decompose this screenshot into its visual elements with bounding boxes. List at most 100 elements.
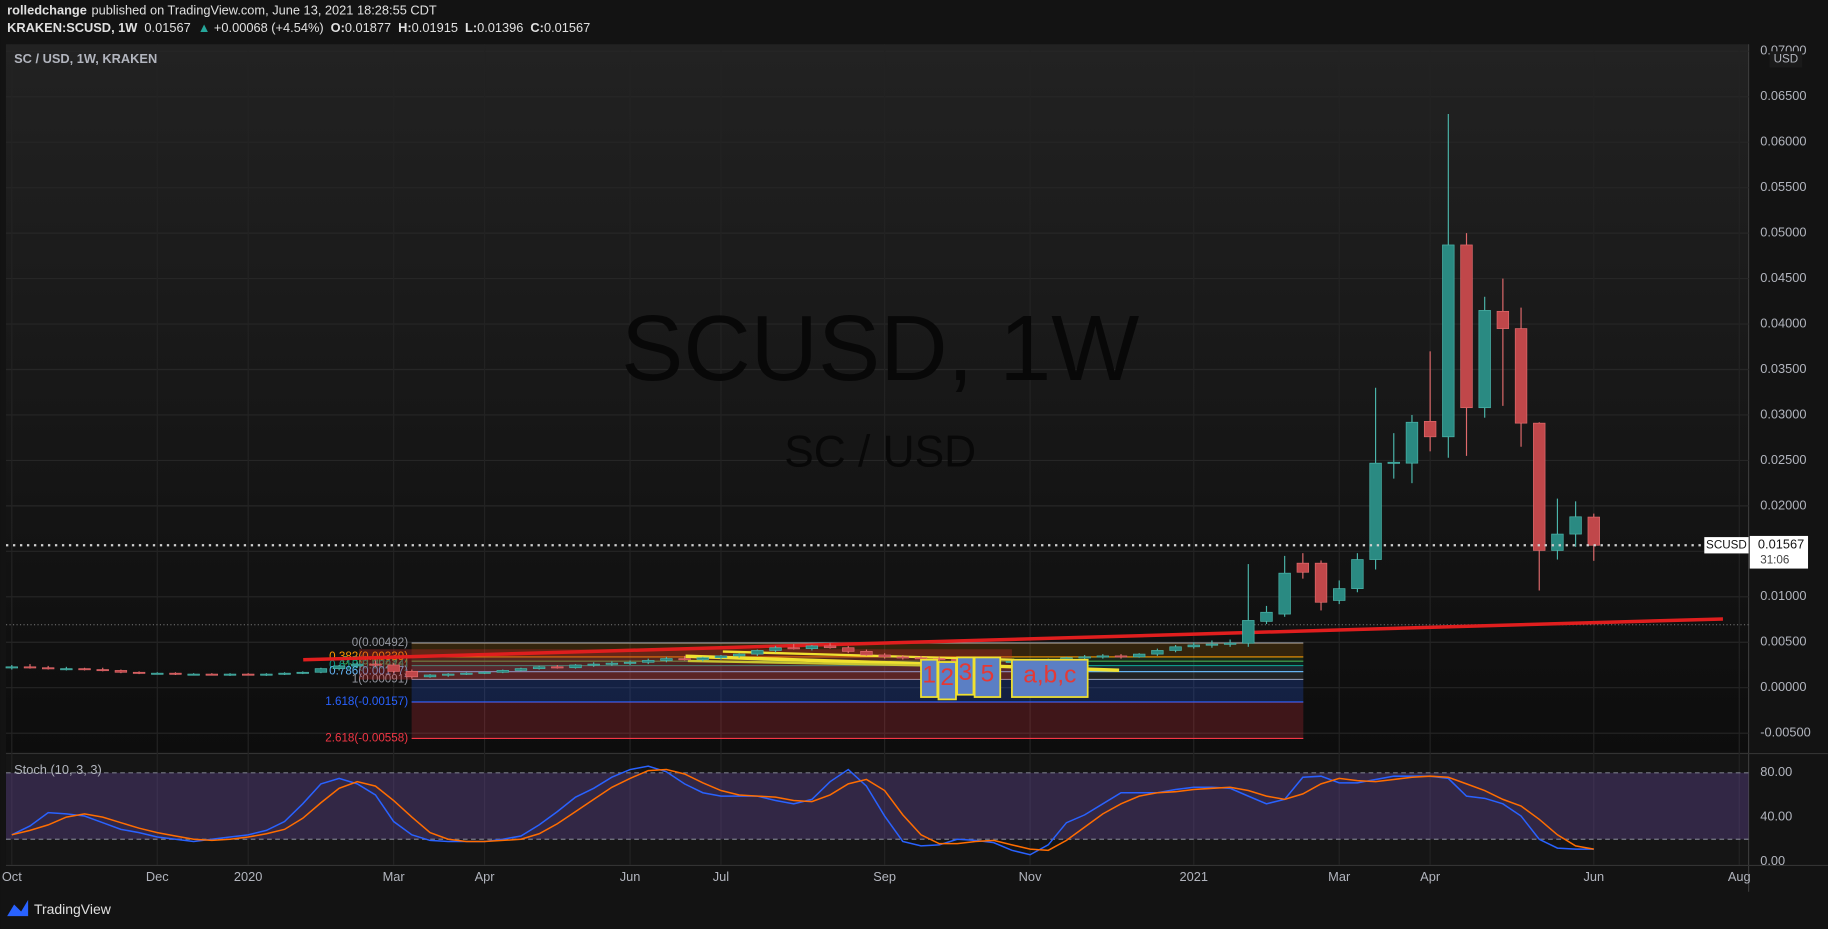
symbol: KRAKEN:SCUSD, 1W: [7, 21, 138, 36]
currency-box: [1769, 51, 1803, 68]
brand[interactable]: TradingView: [34, 901, 112, 917]
candle-body: [151, 672, 164, 675]
countdown: 31:06: [1760, 553, 1789, 566]
candle-body: [1314, 562, 1328, 603]
candle-body: [169, 672, 182, 675]
stoch-tick-label: 80.00: [1760, 764, 1792, 779]
arrow: ▲: [198, 21, 211, 36]
candle-body: [805, 645, 819, 649]
candle-body: [78, 668, 91, 671]
change: +0.00068 (+4.54%): [214, 21, 324, 36]
candle-body: [1587, 516, 1600, 546]
watermark-sub: SC / USD: [784, 427, 976, 476]
candle-body: [114, 670, 128, 673]
candle-body: [1187, 644, 1200, 648]
candle-body: [1133, 653, 1146, 658]
y-tick-label: 0.01000: [1760, 588, 1806, 603]
candle-body: [896, 656, 909, 659]
candle-body: [1369, 462, 1382, 560]
ohlc-key: H:: [398, 21, 412, 36]
author: rolledchange: [7, 3, 87, 18]
axes: -0.005000.000000.005000.010000.015000.02…: [2, 43, 1811, 884]
candle-body: [551, 666, 564, 669]
fib-label: 0(0.00492): [352, 636, 408, 649]
candle-body: [423, 674, 437, 678]
y-tick-label: 0.04000: [1760, 315, 1806, 330]
x-tick-label: Mar: [383, 869, 406, 884]
candle-body: [132, 671, 146, 674]
x-tick-label: Sep: [873, 869, 896, 884]
x-tick-label: Aug: [1728, 869, 1751, 884]
candle-body: [1405, 421, 1419, 464]
ohlc-key: O:: [331, 21, 345, 36]
x-tick-label: Jun: [1583, 869, 1604, 884]
y-tick-label: 0.03000: [1760, 406, 1806, 421]
stoch-tick-label: 0.00: [1760, 853, 1785, 868]
x-tick-label: Nov: [1019, 869, 1042, 884]
y-tick-label: 0.06500: [1760, 88, 1806, 103]
candle-body: [732, 653, 746, 657]
y-tick-label: 0.03500: [1760, 361, 1806, 376]
y-tick-label: 0.02000: [1760, 497, 1806, 512]
ohlc-value: 0.01567: [544, 21, 590, 36]
candle-body: [460, 672, 473, 675]
y-tick-label: 0.02500: [1760, 452, 1806, 467]
candle-body: [478, 671, 491, 674]
candle-body: [1460, 244, 1473, 409]
candle-body: [1478, 310, 1491, 409]
y-tick-label: 0.05500: [1760, 179, 1806, 194]
candle-body: [1223, 642, 1237, 645]
x-tick-label: Jul: [713, 869, 729, 884]
candle-body: [696, 657, 709, 660]
symbol-tag: SCUSD: [1706, 538, 1747, 551]
symbol-line: KRAKEN:SCUSD, 1W 0.01567 ▲ +0.00068 (+4.54%…: [7, 21, 590, 36]
candle-body: [260, 673, 273, 676]
candle-body: [587, 663, 600, 666]
candle-body: [1533, 422, 1546, 551]
fib-zone: [411, 656, 1304, 662]
candle-body: [1387, 461, 1400, 464]
wave-line: [687, 659, 933, 667]
candle-body: [205, 673, 219, 676]
wave-label: 2: [940, 664, 954, 691]
candle-body: [1078, 656, 1091, 659]
candle-body: [5, 666, 18, 669]
wave-box: [920, 658, 939, 698]
y-tick-label: 0.00000: [1760, 679, 1806, 694]
candle-body: [1496, 310, 1510, 329]
publish-line: rolledchange published on TradingView.com…: [7, 3, 437, 18]
candle-body: [332, 665, 346, 669]
candle-body: [914, 657, 928, 660]
stoch-line: [11, 768, 1594, 852]
candle-body: [41, 667, 55, 670]
y-tick-label: 0.06000: [1760, 134, 1806, 149]
x-tick-label: Oct: [2, 869, 22, 884]
candle-body: [678, 658, 691, 661]
candle-body: [1242, 620, 1255, 644]
candle-body: [823, 645, 837, 649]
candle-body: [1296, 562, 1310, 573]
main-pane: [5, 44, 1749, 752]
fib-zone: [411, 642, 1304, 657]
brand-logo: [7, 899, 29, 917]
candle-body: [442, 673, 455, 676]
candle-body: [96, 669, 109, 672]
stoch-band: [5, 772, 1749, 840]
candle-body: [642, 660, 655, 663]
candle-body: [296, 671, 309, 674]
stoch-tick-label: 40.00: [1760, 808, 1792, 823]
published: published on TradingView.com, June 13, 2…: [92, 3, 437, 18]
wave-label: 5: [981, 660, 995, 687]
candle-body: [569, 664, 582, 669]
y-tick-label: 0.04500: [1760, 270, 1806, 285]
candle-body: [1514, 328, 1528, 424]
grid: [5, 44, 1749, 865]
wave-box: [973, 656, 1002, 698]
candle-body: [787, 647, 800, 650]
stochastic: [5, 765, 1749, 856]
candle-body: [387, 664, 400, 672]
candle-body: [187, 673, 200, 676]
wave-label: a,b,c: [1023, 662, 1076, 689]
candle-body: [605, 662, 619, 665]
fib-zone: [411, 679, 1304, 703]
